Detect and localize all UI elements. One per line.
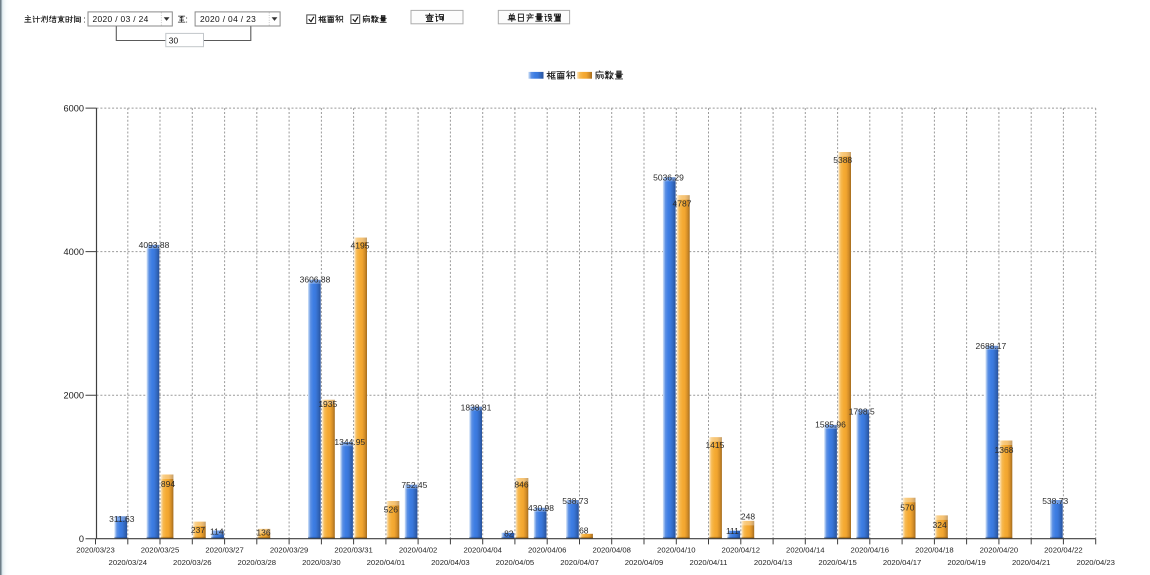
svg-text:2020/04/06: 2020/04/06 — [528, 545, 566, 554]
svg-text:2020/04/14: 2020/04/14 — [786, 545, 825, 554]
svg-text:82: 82 — [504, 529, 514, 539]
svg-text:5036.29: 5036.29 — [653, 172, 684, 182]
svg-text:2020/04/18: 2020/04/18 — [915, 545, 953, 554]
svg-text:430.98: 430.98 — [528, 503, 554, 513]
svg-text:2020/04/21: 2020/04/21 — [1012, 558, 1050, 567]
svg-text:114: 114 — [210, 527, 224, 537]
svg-text:2020/03/28: 2020/03/28 — [238, 558, 276, 567]
svg-text:3606.88: 3606.88 — [300, 275, 331, 285]
svg-text:1838.81: 1838.81 — [461, 403, 492, 413]
svg-text:2020/03/31: 2020/03/31 — [334, 545, 372, 554]
svg-text:324: 324 — [933, 520, 947, 530]
svg-text:2020/04/05: 2020/04/05 — [496, 558, 534, 567]
svg-text:2020/04/04: 2020/04/04 — [463, 545, 502, 554]
svg-text:248: 248 — [741, 512, 755, 522]
svg-text:752.45: 752.45 — [401, 480, 427, 490]
svg-text:2020/03/30: 2020/03/30 — [302, 558, 340, 567]
svg-text:538.73: 538.73 — [562, 496, 588, 506]
svg-text:4787: 4787 — [673, 199, 692, 209]
svg-text:6000: 6000 — [64, 104, 84, 114]
svg-text:2020/04/07: 2020/04/07 — [560, 558, 598, 567]
svg-text:2020 / 04 / 23: 2020 / 04 / 23 — [200, 14, 256, 24]
svg-text:2020/03/23: 2020/03/23 — [76, 545, 114, 554]
svg-text:2020/04/03: 2020/04/03 — [431, 558, 469, 567]
svg-text:2020/04/17: 2020/04/17 — [883, 558, 921, 567]
svg-text:1585.96: 1585.96 — [815, 420, 846, 430]
svg-text:1798.5: 1798.5 — [849, 407, 875, 417]
svg-text:2020/04/02: 2020/04/02 — [399, 545, 437, 554]
svg-text:570: 570 — [900, 503, 914, 513]
svg-text:1368: 1368 — [995, 445, 1014, 455]
svg-text:894: 894 — [161, 479, 175, 489]
svg-text:4195: 4195 — [351, 240, 370, 250]
svg-text:2020/04/08: 2020/04/08 — [592, 545, 630, 554]
svg-text:2020/03/24: 2020/03/24 — [109, 558, 148, 567]
svg-text:2020/03/26: 2020/03/26 — [173, 558, 211, 567]
svg-text:2020/04/16: 2020/04/16 — [851, 545, 889, 554]
svg-text:311.63: 311.63 — [109, 514, 135, 524]
svg-text:0: 0 — [79, 534, 84, 544]
svg-text:68: 68 — [579, 526, 589, 536]
svg-text:2020/04/12: 2020/04/12 — [722, 545, 760, 554]
svg-text:111: 111 — [726, 526, 739, 536]
svg-text:846: 846 — [514, 479, 528, 489]
svg-text:2020 / 03 / 24: 2020 / 03 / 24 — [93, 14, 149, 24]
svg-text:5388: 5388 — [833, 155, 852, 165]
svg-text:2020/04/09: 2020/04/09 — [625, 558, 663, 567]
svg-text:2020/04/11: 2020/04/11 — [690, 558, 728, 567]
svg-text:2020/04/15: 2020/04/15 — [818, 558, 856, 567]
svg-text:538.73: 538.73 — [1042, 496, 1068, 506]
svg-text:2020/04/13: 2020/04/13 — [754, 558, 792, 567]
svg-text:2020/03/27: 2020/03/27 — [205, 545, 243, 554]
svg-text:2020/04/22: 2020/04/22 — [1044, 545, 1082, 554]
svg-text:1935: 1935 — [318, 399, 337, 409]
svg-text:136: 136 — [256, 528, 270, 538]
svg-text:4093.88: 4093.88 — [139, 240, 170, 250]
svg-text:1344.95: 1344.95 — [334, 437, 365, 447]
svg-text:526: 526 — [384, 505, 398, 515]
svg-text:2020/03/29: 2020/03/29 — [270, 545, 308, 554]
svg-text:4000: 4000 — [64, 247, 84, 257]
svg-text:237: 237 — [191, 525, 205, 535]
svg-text:2688.17: 2688.17 — [976, 341, 1007, 351]
svg-text:2020/04/10: 2020/04/10 — [657, 545, 695, 554]
svg-text:2020/03/25: 2020/03/25 — [141, 545, 179, 554]
svg-text:2020/04/23: 2020/04/23 — [1076, 558, 1114, 567]
svg-text::: : — [83, 15, 86, 25]
svg-text:1415: 1415 — [705, 440, 724, 450]
svg-text::: : — [185, 15, 188, 25]
svg-text:2000: 2000 — [64, 391, 84, 401]
svg-text:2020/04/20: 2020/04/20 — [980, 545, 1018, 554]
svg-text:30: 30 — [169, 35, 179, 45]
svg-text:2020/04/19: 2020/04/19 — [947, 558, 985, 567]
svg-text:2020/04/01: 2020/04/01 — [367, 558, 405, 567]
